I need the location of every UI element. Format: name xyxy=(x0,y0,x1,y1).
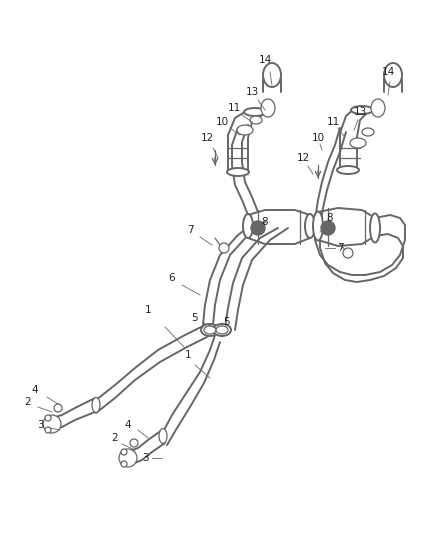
Ellipse shape xyxy=(201,324,219,336)
Circle shape xyxy=(121,449,127,455)
Circle shape xyxy=(45,427,51,433)
Ellipse shape xyxy=(237,125,253,135)
Circle shape xyxy=(251,221,265,235)
Ellipse shape xyxy=(244,108,266,116)
Circle shape xyxy=(54,404,62,412)
Text: 4: 4 xyxy=(32,385,38,395)
Text: 4: 4 xyxy=(125,420,131,430)
Text: 10: 10 xyxy=(215,117,229,127)
Ellipse shape xyxy=(119,449,137,467)
Text: 14: 14 xyxy=(381,67,395,77)
Text: 12: 12 xyxy=(297,153,310,163)
Ellipse shape xyxy=(46,416,54,432)
Circle shape xyxy=(45,415,51,421)
Circle shape xyxy=(219,243,229,253)
Text: 11: 11 xyxy=(326,117,339,127)
Text: 13: 13 xyxy=(245,87,258,97)
Ellipse shape xyxy=(371,99,385,117)
Circle shape xyxy=(121,461,127,467)
Ellipse shape xyxy=(384,63,402,87)
Ellipse shape xyxy=(263,63,281,87)
Text: 10: 10 xyxy=(311,133,325,143)
Text: 5: 5 xyxy=(223,317,230,327)
Circle shape xyxy=(130,439,138,447)
Text: 11: 11 xyxy=(227,103,240,113)
Text: 6: 6 xyxy=(169,273,175,283)
Ellipse shape xyxy=(204,326,216,334)
Ellipse shape xyxy=(250,116,262,124)
Text: 8: 8 xyxy=(327,213,333,223)
Ellipse shape xyxy=(305,214,315,238)
Ellipse shape xyxy=(124,450,132,465)
Ellipse shape xyxy=(313,212,323,240)
Ellipse shape xyxy=(362,128,374,136)
Ellipse shape xyxy=(337,166,359,174)
Ellipse shape xyxy=(243,214,253,238)
Ellipse shape xyxy=(261,99,275,117)
Text: 13: 13 xyxy=(353,107,367,117)
Ellipse shape xyxy=(213,324,231,336)
Text: 1: 1 xyxy=(145,305,151,315)
Text: 2: 2 xyxy=(112,433,118,443)
Ellipse shape xyxy=(227,168,249,176)
Ellipse shape xyxy=(92,398,100,413)
Text: 8: 8 xyxy=(261,217,268,227)
Text: 12: 12 xyxy=(200,133,214,143)
Ellipse shape xyxy=(159,429,167,443)
Text: 3: 3 xyxy=(141,453,148,463)
Text: 1: 1 xyxy=(185,350,191,360)
Text: 14: 14 xyxy=(258,55,272,65)
Ellipse shape xyxy=(351,106,373,114)
Text: 3: 3 xyxy=(37,420,43,430)
Ellipse shape xyxy=(216,326,228,334)
Text: 5: 5 xyxy=(191,313,197,323)
Circle shape xyxy=(343,248,353,258)
Text: 7: 7 xyxy=(337,243,343,253)
Text: 7: 7 xyxy=(187,225,193,235)
Ellipse shape xyxy=(43,415,61,433)
Ellipse shape xyxy=(370,214,380,243)
Circle shape xyxy=(321,221,335,235)
Ellipse shape xyxy=(350,138,366,148)
Text: 2: 2 xyxy=(25,397,31,407)
